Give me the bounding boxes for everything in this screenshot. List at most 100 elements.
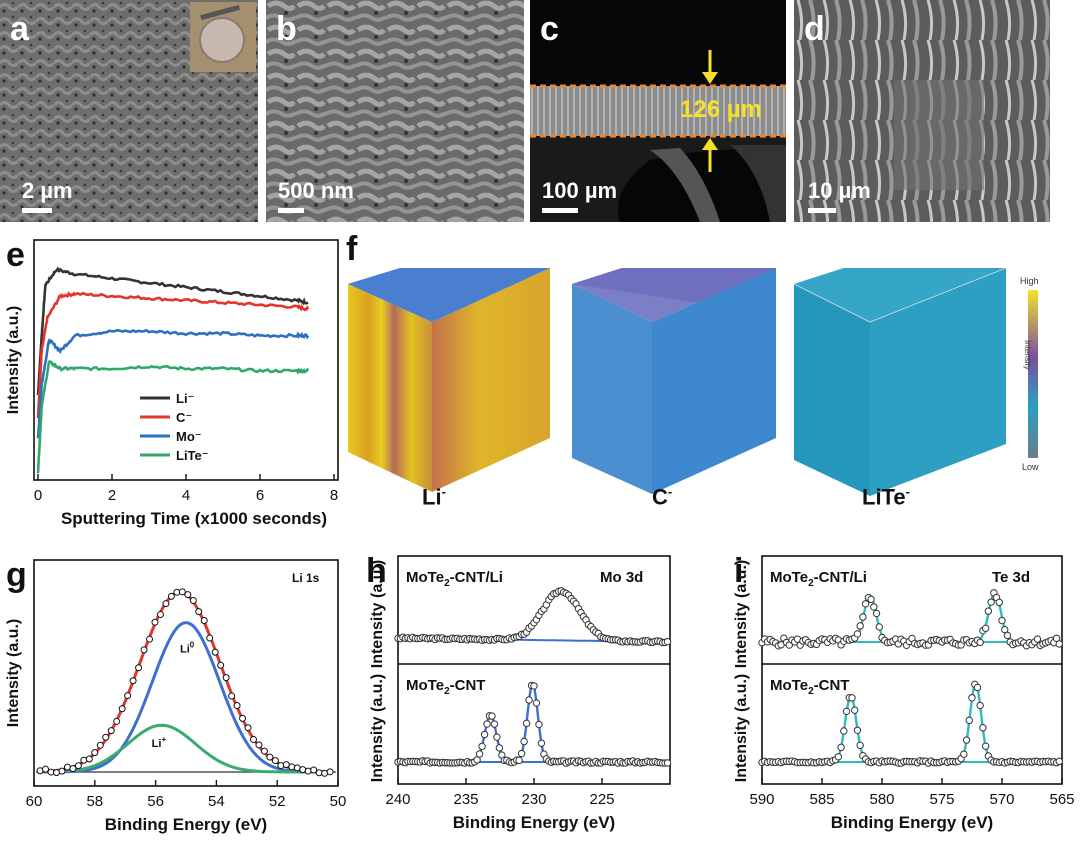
g-data-point bbox=[260, 747, 268, 755]
scalebar-d bbox=[808, 208, 836, 213]
scalebar-label-a: 2 µm bbox=[22, 178, 73, 203]
i-fit-line-0 bbox=[762, 591, 1062, 644]
i-data-point bbox=[859, 613, 867, 621]
cube-label-li-charge: - bbox=[441, 484, 446, 499]
g-data-point bbox=[42, 765, 50, 773]
g-data-point bbox=[151, 618, 159, 626]
g-data-point bbox=[195, 608, 203, 616]
h-bottom-ylabel: Intensity (a.u.) bbox=[369, 674, 386, 782]
panel-label-f: f bbox=[346, 230, 358, 268]
g-data-point bbox=[96, 741, 104, 749]
g-fit-line-0 bbox=[40, 621, 329, 774]
colorbar-low-label: Low bbox=[1022, 462, 1039, 472]
i-data-point bbox=[995, 598, 1003, 607]
sem-texture-d bbox=[794, 0, 1050, 222]
g-data-point bbox=[233, 702, 241, 710]
h-fit-line-1 bbox=[398, 682, 670, 764]
g-data-point bbox=[239, 714, 247, 722]
e-series-line-1 bbox=[36, 291, 310, 419]
colorbar bbox=[1028, 290, 1038, 458]
g-data-point bbox=[200, 617, 208, 625]
e-series-line-3 bbox=[36, 360, 310, 474]
i-data-point bbox=[1055, 640, 1063, 648]
e-xtick-label: 4 bbox=[182, 487, 190, 504]
i-xtick-label: 580 bbox=[869, 791, 894, 808]
e-xtick-label: 6 bbox=[256, 487, 264, 504]
cube-label-c: C- bbox=[652, 484, 672, 510]
h-data-point bbox=[532, 699, 541, 707]
g-data-point bbox=[211, 648, 219, 656]
g-data-point bbox=[304, 767, 312, 775]
scalebar-a bbox=[22, 208, 52, 213]
i-data-point bbox=[837, 743, 845, 752]
cube-label-li-text: Li bbox=[422, 484, 442, 510]
h-axis-frame bbox=[397, 555, 671, 785]
g-data-point bbox=[140, 646, 148, 654]
g-data-point bbox=[146, 635, 154, 643]
i-xtick-label: 570 bbox=[989, 791, 1014, 808]
h-sub-label-0: MoTe2-CNT/Li bbox=[406, 569, 503, 589]
e-xtick-label: 0 bbox=[34, 487, 42, 504]
h-xtick-label: 240 bbox=[385, 791, 410, 808]
i-data-point bbox=[834, 753, 843, 761]
i-xtick-label: 585 bbox=[809, 791, 834, 808]
h-xtick-label: 225 bbox=[589, 791, 614, 808]
i-data-point bbox=[848, 694, 856, 702]
h-xtick-label: 235 bbox=[453, 791, 478, 808]
panel-label-d: d bbox=[804, 10, 825, 48]
g-data-point bbox=[69, 765, 77, 773]
g-axis-frame bbox=[33, 559, 339, 787]
g-xtick-label: 60 bbox=[26, 793, 43, 810]
panel-label-a: a bbox=[10, 10, 29, 48]
h-data-point bbox=[522, 719, 531, 728]
g-xtick-label: 58 bbox=[86, 793, 103, 810]
cube-label-lite-text: LiTe bbox=[862, 484, 906, 510]
i-data-point bbox=[840, 727, 848, 735]
g-data-point bbox=[118, 705, 126, 713]
i-data-point bbox=[973, 683, 982, 692]
h-data-point bbox=[663, 637, 672, 646]
i-xtick-label: 565 bbox=[1049, 791, 1074, 808]
cube-label-c-text: C bbox=[652, 484, 668, 510]
h-data-point bbox=[530, 682, 538, 690]
g-data-point bbox=[113, 717, 121, 725]
panel-label-b: b bbox=[276, 10, 297, 48]
i-data-point bbox=[976, 701, 984, 710]
panel-label-e: e bbox=[6, 236, 25, 274]
e-xtick-label: 2 bbox=[108, 487, 116, 504]
h-data-point bbox=[475, 750, 484, 758]
h-data-point bbox=[517, 749, 526, 758]
cube-label-lite: LiTe- bbox=[862, 484, 910, 510]
g-data-point bbox=[85, 755, 93, 763]
g-li0-label: Li0 bbox=[180, 641, 195, 656]
panel-label-h: h bbox=[366, 552, 387, 590]
i-data-point bbox=[965, 716, 973, 725]
scalebar-label-b: 500 nm bbox=[278, 178, 354, 203]
thickness-label: 126 µm bbox=[680, 96, 762, 123]
panel-label-i: i bbox=[734, 552, 744, 590]
h-data-point bbox=[535, 720, 543, 729]
g-data-point bbox=[326, 768, 334, 776]
cube-c bbox=[572, 268, 776, 494]
g-data-point bbox=[271, 757, 279, 765]
sem-cross-section-c bbox=[530, 50, 786, 222]
i-xtick-label: 590 bbox=[749, 791, 774, 808]
g-xtick-label: 56 bbox=[147, 793, 164, 810]
i-data-point bbox=[875, 623, 883, 631]
g-data-point bbox=[156, 611, 164, 619]
g-data-point bbox=[135, 664, 143, 672]
g-data-point bbox=[107, 727, 115, 735]
panel-label-c: c bbox=[540, 10, 559, 48]
g-xtick-label: 52 bbox=[269, 793, 286, 810]
e-legend-label-1: C⁻ bbox=[176, 410, 192, 425]
e-ylabel: Intensity (a.u.) bbox=[5, 306, 22, 414]
colorbar-high-label: High bbox=[1020, 276, 1039, 286]
i-data-point bbox=[981, 742, 990, 750]
h-data-point bbox=[480, 730, 489, 739]
i-data-point bbox=[976, 638, 984, 647]
i-data-point bbox=[853, 630, 862, 638]
g-data-point bbox=[244, 724, 252, 732]
h-xtick-label: 230 bbox=[521, 791, 546, 808]
h-data-point bbox=[495, 744, 504, 752]
h-data-point bbox=[490, 720, 499, 728]
